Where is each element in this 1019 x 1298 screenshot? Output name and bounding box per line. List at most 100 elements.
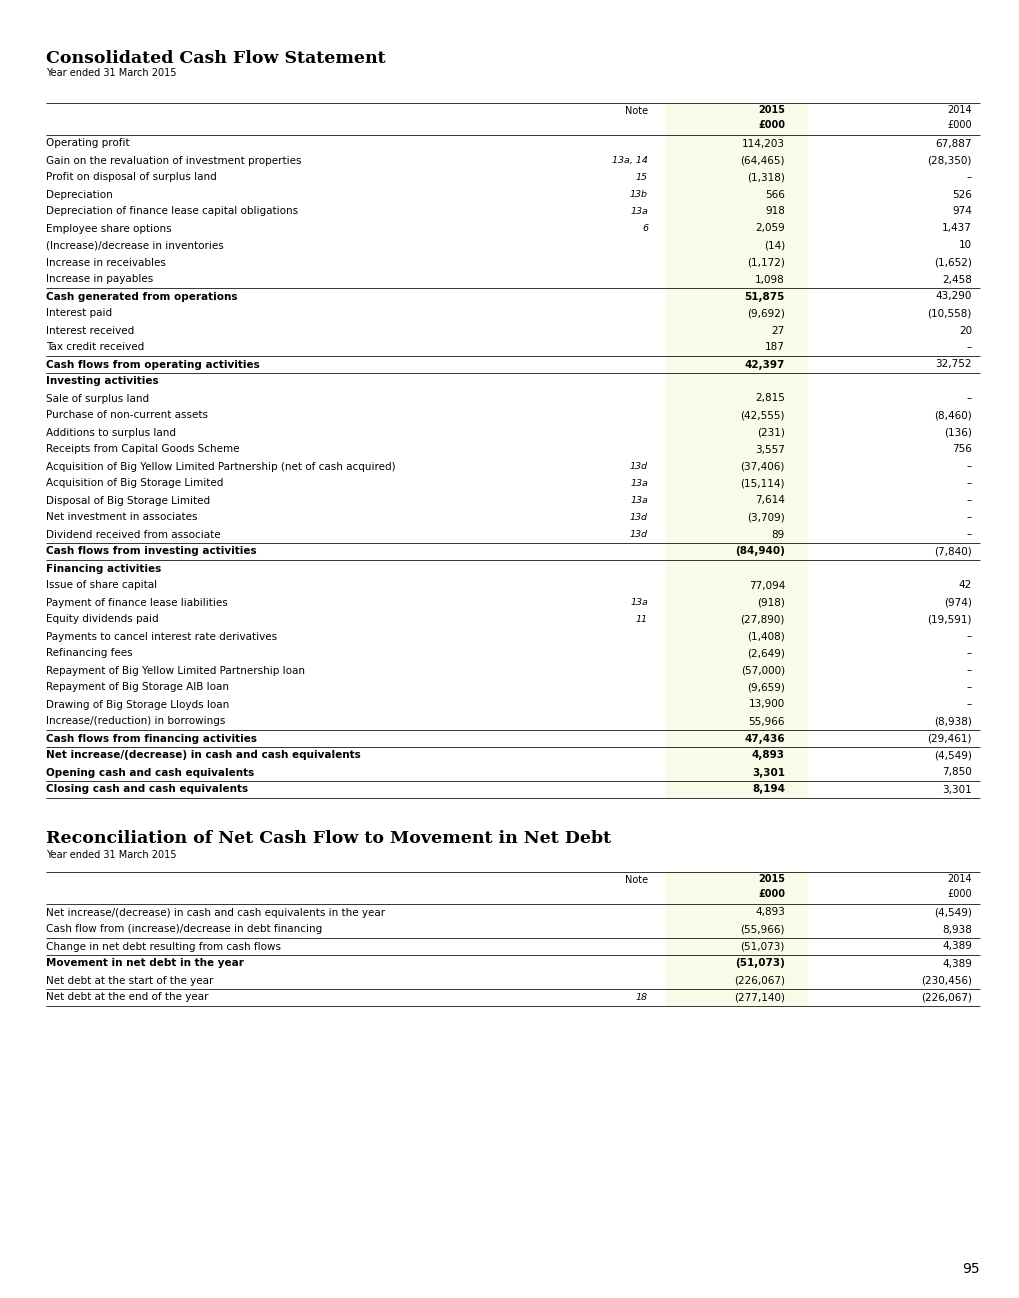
Text: 526: 526 [951,190,971,200]
Text: Increase/(reduction) in borrowings: Increase/(reduction) in borrowings [46,716,225,727]
Bar [664,202,807,219]
Text: 4,389: 4,389 [942,958,971,968]
Text: 4,389: 4,389 [942,941,971,951]
Text: £000: £000 [947,889,971,898]
Text: Profit on disposal of surplus land: Profit on disposal of surplus land [46,173,217,183]
Text: Cash flow from (increase)/decrease in debt financing: Cash flow from (increase)/decrease in de… [46,924,322,935]
Text: Cash flows from financing activities: Cash flows from financing activities [46,733,257,744]
Bar [664,458,807,475]
Text: –: – [966,683,971,693]
Text: Payments to cancel interest rate derivatives: Payments to cancel interest rate derivat… [46,632,277,641]
Text: 187: 187 [764,343,785,353]
Text: Payment of finance lease liabilities: Payment of finance lease liabilities [46,597,227,607]
Bar [664,271,807,288]
Text: (19,591): (19,591) [926,614,971,624]
Bar [664,989,807,1006]
Text: Movement in net debt in the year: Movement in net debt in the year [46,958,244,968]
Text: (3,709): (3,709) [747,513,785,523]
Text: 3,301: 3,301 [942,784,971,794]
Text: (42,555): (42,555) [740,410,785,421]
Text: Repayment of Big Yellow Limited Partnership loan: Repayment of Big Yellow Limited Partners… [46,666,305,675]
Text: 13d: 13d [630,513,647,522]
Text: (51,073): (51,073) [735,958,785,968]
Text: (4,549): (4,549) [933,750,971,761]
Text: 2015: 2015 [757,105,785,116]
Bar [664,424,807,441]
Text: –: – [966,513,971,523]
Text: 13d: 13d [630,462,647,471]
Text: 67,887: 67,887 [934,139,971,148]
Text: (10,558): (10,558) [926,309,971,318]
Text: Closing cash and cash equivalents: Closing cash and cash equivalents [46,784,248,794]
Text: (4,549): (4,549) [933,907,971,918]
Text: –: – [966,173,971,183]
Text: 13,900: 13,900 [748,700,785,710]
Text: –: – [966,343,971,353]
Text: (1,318): (1,318) [746,173,785,183]
Text: (37,406): (37,406) [740,462,785,471]
Bar [664,543,807,559]
Text: –: – [966,496,971,505]
Text: Reconciliation of Net Cash Flow to Movement in Net Debt: Reconciliation of Net Cash Flow to Movem… [46,829,610,848]
Text: Net increase/(decrease) in cash and cash equivalents: Net increase/(decrease) in cash and cash… [46,750,361,761]
Text: –: – [966,479,971,488]
Text: £000: £000 [757,889,785,898]
Text: (918): (918) [756,597,785,607]
Bar [664,238,807,254]
Text: £000: £000 [757,119,785,130]
Bar [664,628,807,645]
Text: 13b: 13b [630,190,647,199]
Bar [664,103,807,135]
Text: Financing activities: Financing activities [46,563,161,574]
Text: Net debt at the end of the year: Net debt at the end of the year [46,993,208,1002]
Text: 51,875: 51,875 [744,292,785,301]
Text: Equity dividends paid: Equity dividends paid [46,614,159,624]
Text: 13a, 14: 13a, 14 [611,156,647,165]
Bar [664,662,807,679]
Bar [664,441,807,458]
Text: 2,059: 2,059 [754,223,785,234]
Text: 13d: 13d [630,530,647,539]
Bar [664,938,807,955]
Text: 3,301: 3,301 [751,767,785,778]
Text: (2,649): (2,649) [746,649,785,658]
Text: 7,850: 7,850 [942,767,971,778]
Bar [664,254,807,271]
Text: 42: 42 [958,580,971,591]
Bar [664,872,807,903]
Text: 8,194: 8,194 [751,784,785,794]
Text: 10: 10 [958,240,971,251]
Text: –: – [966,393,971,404]
Text: Cash generated from operations: Cash generated from operations [46,292,237,301]
Text: Employee share options: Employee share options [46,223,171,234]
Bar [664,729,807,748]
Text: 1,098: 1,098 [754,274,785,284]
Text: 2015: 2015 [757,874,785,884]
Bar [664,611,807,628]
Text: 20: 20 [958,326,971,335]
Text: Opening cash and cash equivalents: Opening cash and cash equivalents [46,767,254,778]
Text: 43,290: 43,290 [934,292,971,301]
Text: 2014: 2014 [947,874,971,884]
Bar [664,955,807,972]
Text: 566: 566 [764,190,785,200]
Text: 2014: 2014 [947,105,971,116]
Bar [664,186,807,202]
Text: Note: Note [625,106,647,116]
Text: Interest received: Interest received [46,326,135,335]
Bar [664,103,807,798]
Text: (29,461): (29,461) [926,733,971,744]
Text: Depreciation of finance lease capital obligations: Depreciation of finance lease capital ob… [46,206,298,217]
Text: (226,067): (226,067) [920,993,971,1002]
Bar [664,594,807,611]
Text: 27: 27 [771,326,785,335]
Text: 756: 756 [951,444,971,454]
Text: (7,840): (7,840) [933,546,971,557]
Text: Additions to surplus land: Additions to surplus land [46,427,176,437]
Text: –: – [966,700,971,710]
Text: (64,465): (64,465) [740,156,785,166]
Text: 11: 11 [636,615,647,624]
Bar [664,696,807,713]
Text: 13a: 13a [630,479,647,488]
Bar [664,748,807,765]
